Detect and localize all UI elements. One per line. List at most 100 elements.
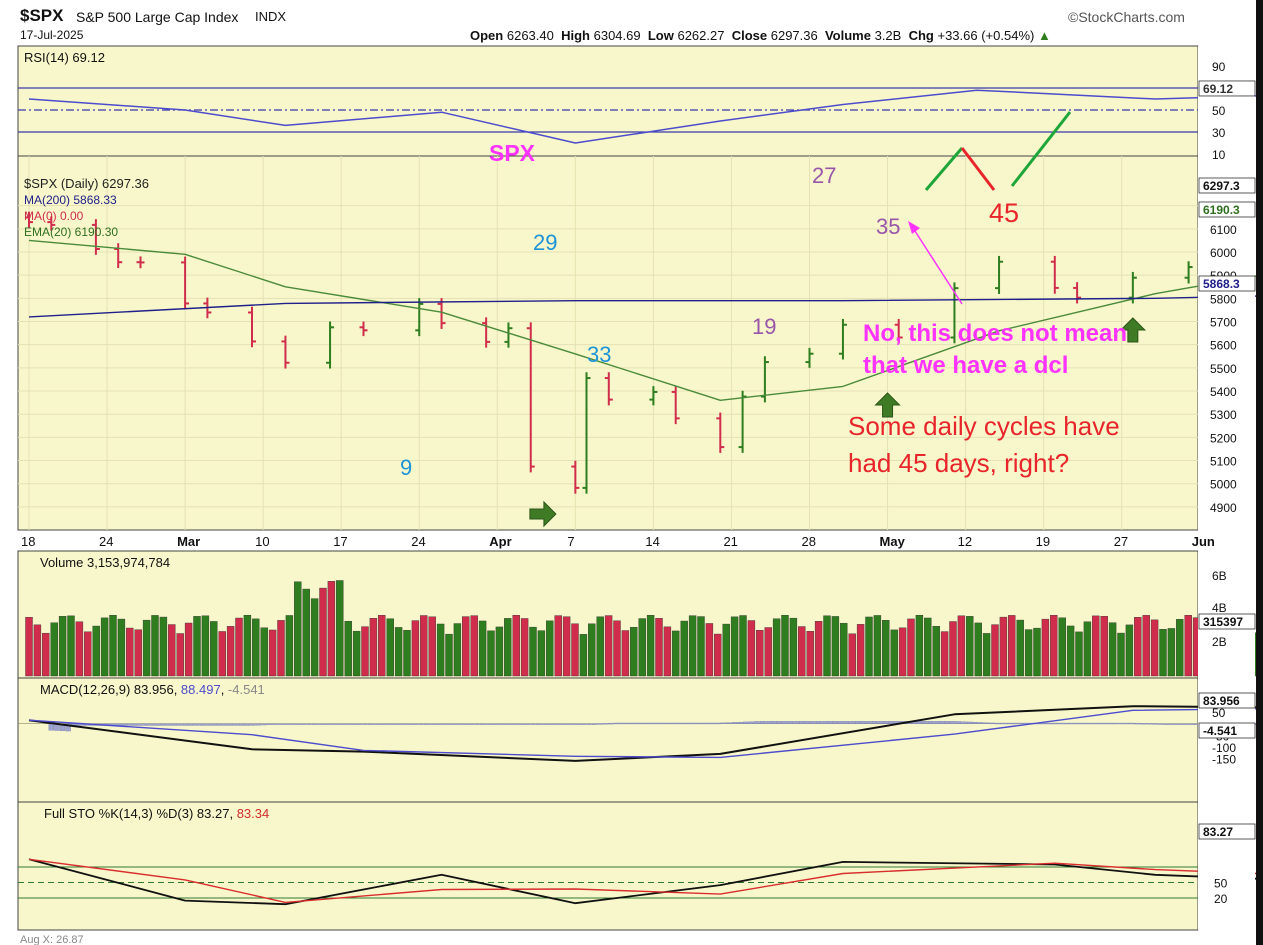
macd-histogram-bar — [647, 722, 654, 725]
volume-bar — [512, 615, 520, 677]
sto-tick-label: 20 — [1214, 892, 1228, 906]
macd-histogram-bar — [1067, 722, 1074, 725]
macd-histogram-bar — [989, 722, 995, 725]
macd-histogram-bar — [810, 721, 816, 724]
cycle-low-arrow-apr-shape — [529, 500, 557, 528]
price-tick-label: 5700 — [1210, 316, 1237, 330]
volume-bar — [436, 623, 445, 677]
volume-bar — [336, 580, 344, 677]
macd-histogram-bar — [250, 723, 256, 726]
volume-bar — [798, 626, 806, 677]
macd-histogram-bar — [754, 721, 760, 724]
volume-bar — [319, 587, 327, 677]
macd-tick-label: -100 — [1212, 741, 1236, 755]
volume-bar — [638, 618, 646, 677]
volume-bar — [352, 630, 361, 677]
price-tick-label: 5300 — [1210, 408, 1237, 422]
macd-histogram-bar — [171, 723, 178, 726]
volume-bar — [873, 615, 882, 677]
rsi-value-tag: 69.12 — [1203, 82, 1233, 96]
macd-histogram-bar — [468, 723, 474, 725]
macd-histogram-bar — [339, 723, 346, 725]
cycle-count-9: 9 — [400, 455, 413, 480]
macd-histogram-bar — [849, 721, 855, 724]
macd-histogram-bar — [390, 723, 396, 725]
volume-bar — [327, 581, 336, 677]
macd-histogram-bar — [138, 723, 144, 726]
macd-histogram-bar — [552, 723, 558, 725]
macd-histogram-bar — [199, 723, 206, 726]
rsi-line — [28, 89, 1263, 144]
chart-date: 17-Jul-2025 — [20, 28, 84, 42]
volume-bar — [991, 624, 999, 677]
macd-histogram-bar — [748, 721, 754, 724]
macd-histogram-bar — [838, 721, 844, 724]
price-tick-label: 5000 — [1210, 478, 1237, 492]
last-price-tag-box — [1198, 177, 1256, 194]
volume-bar — [58, 616, 67, 677]
macd-histogram-bar — [1101, 722, 1107, 725]
macd-histogram-bar — [379, 723, 385, 725]
macd-histogram-bar — [1090, 722, 1096, 725]
macd-histogram-bar — [429, 723, 435, 725]
macd-histogram-bar — [955, 721, 962, 724]
cycle-low-arrow-apr — [529, 500, 557, 528]
macd-histogram-bar — [177, 723, 183, 726]
macd-histogram-bar — [995, 722, 1001, 725]
price-tick-label: 4900 — [1210, 501, 1237, 515]
macd-histogram-bar — [491, 723, 497, 725]
volume-bar — [848, 633, 856, 677]
date-tick-label: 24 — [411, 534, 425, 549]
macd-hist-tag: -4.541 — [1203, 724, 1237, 738]
price-tick-label: 6000 — [1210, 246, 1237, 260]
macd-histogram-bar — [418, 723, 424, 725]
volume-tick-label: 6B — [1212, 569, 1227, 583]
macd-histogram-bar — [888, 721, 894, 724]
price-tick-label: 5600 — [1210, 339, 1237, 353]
macd-histogram-bar — [871, 721, 878, 724]
cycle-count-35: 35 — [876, 214, 901, 239]
price-tick-label: 5500 — [1210, 362, 1237, 376]
volume-bar — [420, 615, 428, 677]
macd-histogram-bar — [1185, 723, 1191, 725]
macd-histogram-bar — [967, 721, 973, 724]
volume-bar — [1050, 615, 1058, 677]
macd-histogram-bar — [283, 723, 290, 725]
volume-bar — [92, 625, 100, 677]
macd-histogram-bar — [233, 723, 239, 726]
volume-bar — [831, 616, 840, 677]
date-tick-label: 24 — [99, 534, 113, 549]
macd-histogram-bar — [239, 723, 245, 726]
volume-bar — [361, 626, 369, 677]
forecast-up-leg-2 — [1010, 111, 1072, 187]
volume-bar — [806, 631, 814, 677]
macd-histogram-bar — [843, 721, 850, 724]
macd-histogram-bar — [670, 722, 676, 725]
macd-histogram-bar — [1135, 722, 1141, 725]
volume-bar — [1066, 625, 1075, 677]
volume-bar — [369, 617, 378, 677]
macd-histogram-bar — [743, 721, 749, 724]
window-edge — [1256, 0, 1263, 945]
macd-histogram-bar — [1006, 722, 1012, 725]
date-tick-label: 18 — [21, 534, 35, 549]
macd-histogram-bar — [1095, 722, 1102, 725]
macd-histogram-bar — [575, 723, 581, 725]
volume-bar — [672, 630, 680, 677]
macd-histogram-bar — [1112, 722, 1118, 725]
macd-histogram-bar — [860, 721, 866, 724]
macd-histogram-bar — [815, 721, 822, 724]
macd-histogram-bar — [972, 722, 978, 724]
macd-histogram-bar — [507, 723, 514, 725]
macd-histogram-bar — [367, 723, 374, 725]
volume-bar — [588, 623, 596, 677]
macd-histogram-bar — [636, 722, 642, 725]
cycle-count-29: 29 — [533, 230, 558, 255]
volume-bar — [722, 623, 730, 677]
macd-histogram-bar — [703, 722, 710, 725]
macd-histogram-bar — [205, 723, 211, 726]
sto-d-line — [28, 858, 1263, 904]
macd-histogram-bar — [496, 723, 502, 725]
macd-histogram-bar — [950, 721, 956, 724]
